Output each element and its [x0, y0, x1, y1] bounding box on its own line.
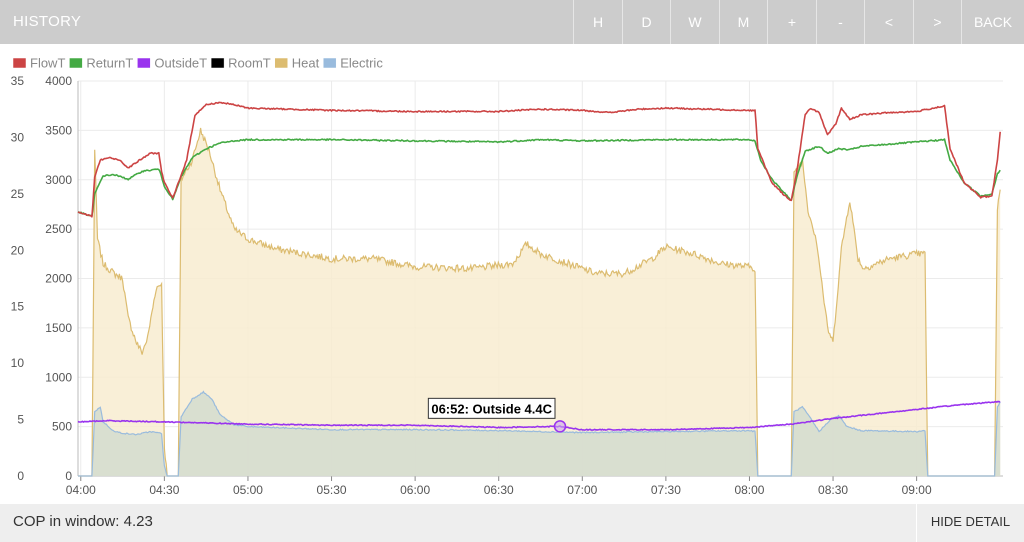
- legend-label-flowt: FlowT: [30, 56, 65, 71]
- chart-area: 0 500 1000 1500 2000 2500 3000 3500 4000 0 5 10 15 20…: [0, 44, 1024, 504]
- y-right-tick-label: 1000: [45, 370, 72, 384]
- x-tick-label: 08:30: [818, 483, 848, 497]
- legend-label-returnt: ReturnT: [86, 56, 133, 71]
- y-right-tick-label: 1500: [45, 321, 72, 335]
- legend-label-electric: Electric: [340, 56, 383, 71]
- series-heat-line: [78, 127, 1001, 477]
- series-flowt-line: [77, 101, 1001, 218]
- toolbar: H D W M + - < > BACK: [573, 0, 1024, 44]
- x-tick-label: 08:00: [734, 483, 764, 497]
- y-left-tick-label: 25: [11, 187, 25, 201]
- y-right-tick-label: 2000: [45, 272, 72, 286]
- series-returnt-line: [77, 138, 1001, 217]
- y-left-tick-label: 10: [11, 356, 25, 370]
- tooltip-box: [427, 397, 556, 419]
- y-right-tick-label: 4000: [45, 74, 72, 88]
- pan-left-button[interactable]: <: [864, 0, 913, 44]
- series-outsidet-line: [77, 400, 1001, 431]
- y-left-tick-label: 35: [11, 74, 25, 88]
- x-tick-label: 05:00: [233, 483, 263, 497]
- series-heat-area: [78, 128, 1001, 476]
- history-header: HISTORY H D W M + - < > BACK: [0, 0, 1024, 44]
- x-tick-label: 07:00: [567, 483, 597, 497]
- legend-label-heat: Heat: [292, 56, 320, 71]
- legend-swatch: [12, 57, 27, 69]
- cop-readout: COP in window: 4.23: [13, 513, 153, 530]
- footer: COP in window: 4.23 HIDE DETAIL: [0, 504, 1024, 542]
- x-tick-label: 09:00: [902, 483, 932, 497]
- y-left-tick-label: 30: [11, 130, 25, 144]
- legend-swatch: [210, 57, 225, 69]
- tooltip-text: 06:52: Outside 4.4C: [431, 401, 552, 416]
- zoom-in-button[interactable]: +: [767, 0, 816, 44]
- back-button[interactable]: BACK: [961, 0, 1024, 44]
- series-electric-line: [78, 390, 1001, 477]
- tooltip: 06:52: Outside 4.4C: [427, 397, 556, 419]
- y-right-tick-label: 500: [52, 420, 72, 434]
- y-right-tick-label: 3500: [45, 123, 72, 137]
- hide-detail-button[interactable]: HIDE DETAIL: [916, 504, 1024, 542]
- y-left-tick-label: 5: [17, 413, 24, 427]
- x-tick-label: 06:00: [400, 483, 430, 497]
- x-tick-label: 04:30: [149, 483, 179, 497]
- y-right-tick-label: 2500: [45, 222, 72, 236]
- week-view-button[interactable]: W: [670, 0, 719, 44]
- y-left-tick-label: 15: [11, 300, 25, 314]
- legend-label-roomt: RoomT: [228, 56, 271, 71]
- y-left-tick-label: 20: [11, 243, 25, 257]
- y-left-tick-label: 0: [17, 469, 24, 483]
- day-view-button[interactable]: D: [622, 0, 670, 44]
- chart-legend: FlowT ReturnT OutsideT RoomT Heat Electric: [12, 56, 383, 71]
- legend-swatch: [322, 57, 337, 69]
- month-view-button[interactable]: M: [719, 0, 767, 44]
- pan-right-button[interactable]: >: [913, 0, 961, 44]
- page-title: HISTORY: [13, 13, 82, 30]
- y-right-tick-label: 3000: [45, 173, 72, 187]
- x-tick-label: 05:30: [317, 483, 347, 497]
- x-tick-label: 06:30: [484, 483, 514, 497]
- x-tick-label: 04:00: [66, 483, 96, 497]
- zoom-out-button[interactable]: -: [816, 0, 864, 44]
- history-chart[interactable]: 0 500 1000 1500 2000 2500 3000 3500 4000 0 5 10 15 20…: [0, 44, 1024, 504]
- legend-swatch: [137, 57, 151, 69]
- hour-view-button[interactable]: H: [573, 0, 622, 44]
- tooltip-marker: [553, 420, 567, 433]
- legend-label-outsidet: OutsideT: [154, 56, 207, 71]
- legend-swatch: [274, 57, 288, 69]
- series-electric-area: [78, 391, 1001, 476]
- x-tick-label: 07:30: [651, 483, 681, 497]
- legend-swatch: [69, 57, 83, 69]
- y-right-tick-label: 0: [65, 469, 72, 483]
